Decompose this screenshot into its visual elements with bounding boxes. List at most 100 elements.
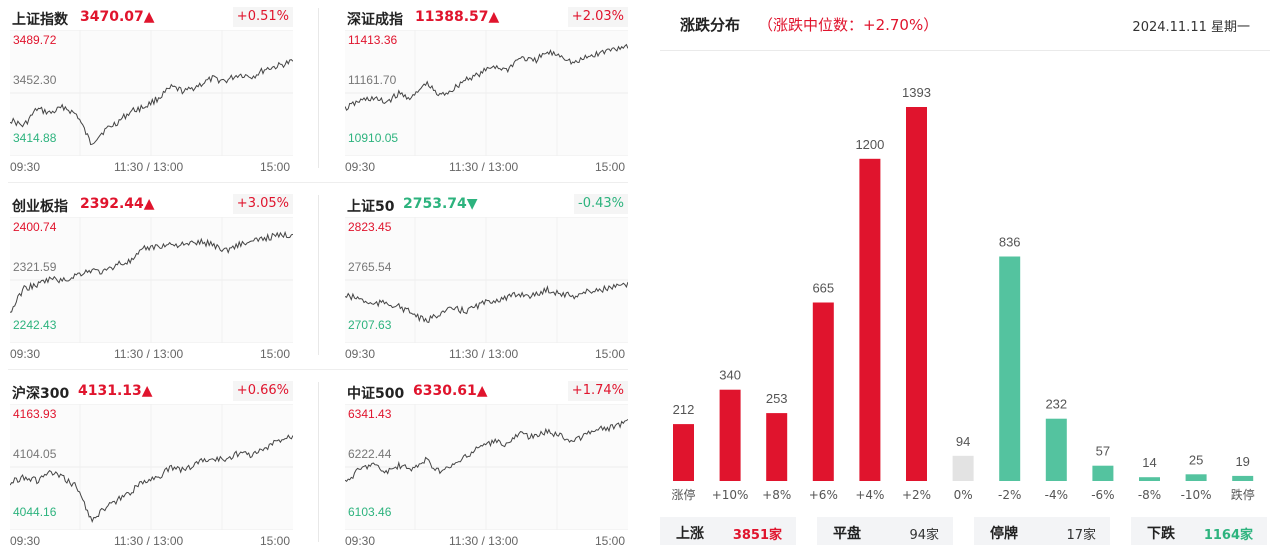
stat-fall: 下跌 1164家	[1131, 517, 1267, 545]
stat-rise: 上涨 3851家	[660, 517, 796, 545]
bar-value-label: 253	[766, 391, 788, 406]
stat-suspended: 停牌 17家	[974, 517, 1110, 545]
bar-value-label: 19	[1235, 454, 1249, 469]
bar[interactable]	[859, 158, 881, 482]
bar-value-label: 57	[1096, 444, 1110, 459]
arrow-up-icon: ▲	[488, 9, 500, 25]
bar[interactable]	[952, 455, 974, 481]
intraday-chart	[10, 217, 293, 343]
bar-value-label: 25	[1189, 452, 1203, 467]
index-panel-szse[interactable]: 深证成指 11388.57▲ +2.03% 11413.36 11161.70 …	[345, 0, 628, 186]
bar[interactable]	[999, 256, 1021, 482]
index-change-badge: +0.66%	[232, 381, 293, 401]
bar-value-label: 212	[673, 402, 695, 417]
bar[interactable]	[906, 107, 927, 481]
bar[interactable]	[1232, 475, 1254, 481]
bar[interactable]	[673, 424, 694, 481]
distribution-median: （涨跌中位数：+2.70%）	[758, 16, 939, 34]
y-low-label: 3414.88	[13, 131, 57, 145]
y-mid-label: 4104.05	[13, 447, 57, 461]
index-change-badge: +3.05%	[232, 194, 293, 214]
y-high-label: 6341.43	[348, 407, 392, 421]
stat-value: 94家	[909, 528, 939, 543]
y-high-label: 11413.36	[348, 33, 398, 47]
bar[interactable]	[1185, 474, 1207, 481]
x-end-label: 15:00	[260, 160, 291, 174]
stat-flat: 平盘 94家	[817, 517, 953, 545]
x-mid-label: 11:30 / 13:00	[449, 534, 519, 548]
x-mid-label: 11:30 / 13:00	[114, 534, 184, 548]
bar[interactable]	[812, 302, 834, 482]
x-end-label: 15:00	[595, 347, 626, 361]
index-panel-sse[interactable]: 上证指数 3470.07▲ +0.51% 3489.72 3452.30 341…	[10, 0, 293, 186]
index-value: 2392.44▲	[80, 196, 155, 212]
arrow-up-icon: ▲	[143, 9, 155, 25]
category-label: +8%	[762, 488, 791, 502]
x-end-label: 15:00	[595, 160, 626, 174]
column-divider	[318, 8, 319, 168]
y-low-label: 2242.43	[13, 318, 57, 332]
x-start-label: 09:30	[345, 160, 376, 174]
bar-value-label: 665	[812, 281, 834, 296]
y-mid-label: 3452.30	[13, 73, 57, 87]
intraday-chart	[345, 217, 628, 343]
category-label: -6%	[1091, 488, 1114, 502]
index-value: 3470.07▲	[80, 9, 155, 25]
category-label: +4%	[855, 488, 884, 502]
index-name: 中证500	[347, 386, 405, 402]
bar[interactable]	[766, 413, 788, 481]
distribution-bar-chart: 212 涨停 340 +10% 253 +8% 665 +6% 1200 +4% 1393 +2% 94…	[671, 85, 1255, 502]
y-low-label: 2707.63	[348, 318, 392, 332]
x-mid-label: 11:30 / 13:00	[114, 160, 184, 174]
stat-label: 停牌	[990, 526, 1018, 542]
intraday-chart	[345, 30, 628, 156]
bar[interactable]	[1139, 477, 1160, 481]
y-mid-label: 2321.59	[13, 260, 57, 274]
intraday-chart	[345, 404, 628, 530]
y-high-label: 4163.93	[13, 407, 57, 421]
index-panel-chinext[interactable]: 创业板指 2392.44▲ +3.05% 2400.74 2321.59 224…	[10, 187, 293, 373]
y-high-label: 2400.74	[13, 220, 57, 234]
bar[interactable]	[719, 389, 741, 481]
stat-label: 平盘	[833, 526, 861, 542]
intraday-chart	[10, 30, 293, 156]
bar-value-label: 836	[999, 235, 1021, 250]
x-start-label: 09:30	[345, 347, 376, 361]
arrow-up-icon: ▲	[141, 383, 153, 399]
index-value: 6330.61▲	[413, 383, 488, 399]
bar[interactable]	[1092, 465, 1114, 481]
bar-value-label: 1393	[902, 85, 931, 100]
x-end-label: 15:00	[260, 534, 291, 548]
y-mid-label: 2765.54	[348, 260, 392, 274]
category-label: -2%	[998, 488, 1021, 502]
category-label: -8%	[1138, 488, 1161, 502]
x-mid-label: 11:30 / 13:00	[114, 347, 184, 361]
arrow-up-icon: ▲	[143, 196, 155, 212]
distribution-title: 涨跌分布	[680, 16, 741, 34]
bar-value-label: 1200	[855, 137, 884, 152]
x-end-label: 15:00	[260, 347, 291, 361]
index-name: 创业板指	[12, 199, 68, 215]
bar-value-label: 94	[956, 434, 970, 449]
x-start-label: 09:30	[345, 534, 376, 548]
index-panel-sse50[interactable]: 上证50 2753.74▼ -0.43% 2823.45 2765.54 270…	[345, 187, 628, 373]
category-label: +6%	[809, 488, 838, 502]
index-name: 上证指数	[12, 12, 68, 28]
index-change-badge: +0.51%	[232, 7, 293, 27]
y-high-label: 2823.45	[348, 220, 392, 234]
stat-value: 1164家	[1203, 528, 1253, 543]
y-low-label: 4044.16	[13, 505, 57, 519]
index-panel-csi300[interactable]: 沪深300 4131.13▲ +0.66% 4163.93 4104.05 40…	[10, 374, 293, 548]
row-divider	[8, 182, 628, 183]
category-label: +10%	[712, 488, 749, 502]
index-change-badge: -0.43%	[574, 194, 628, 214]
stat-value: 3851家	[732, 528, 782, 543]
bar[interactable]	[1045, 418, 1067, 481]
category-label: 跌停	[1231, 487, 1255, 502]
index-panel-csi500[interactable]: 中证500 6330.61▲ +1.74% 6341.43 6222.44 61…	[345, 374, 628, 548]
column-divider	[318, 382, 319, 542]
index-name: 上证50	[347, 199, 395, 215]
x-start-label: 09:30	[10, 534, 41, 548]
distribution-date: 2024.11.11 星期一	[1132, 20, 1250, 35]
